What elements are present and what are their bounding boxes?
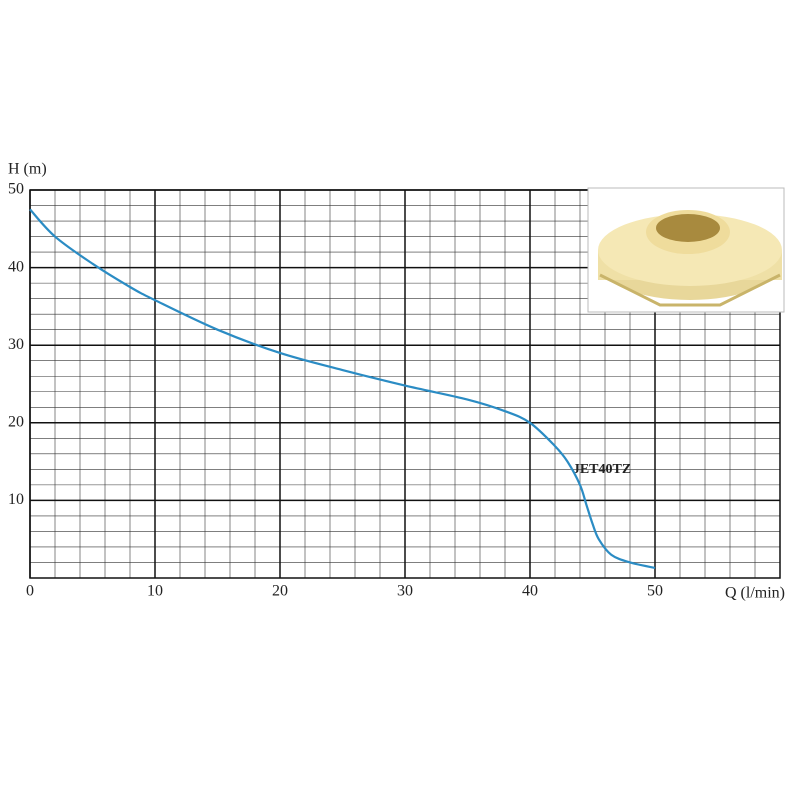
- x-tick-label: 30: [397, 583, 413, 600]
- impeller-photo: [587, 187, 785, 313]
- y-tick-label: 30: [8, 336, 24, 353]
- y-tick-label: 10: [8, 491, 24, 508]
- x-tick-label: 20: [272, 583, 288, 600]
- curve: [29, 208, 656, 569]
- y-tick-label: 40: [8, 258, 24, 275]
- x-tick-label: 40: [522, 583, 538, 600]
- x-tick-label: 0: [26, 583, 34, 600]
- x-tick-label: 10: [147, 583, 163, 600]
- curve-label: JET40TZ: [573, 462, 631, 477]
- y-tick-label: 20: [8, 413, 24, 430]
- y-axis-label: H (m): [8, 161, 47, 178]
- x-axis-label: Q (l/min): [725, 585, 785, 602]
- y-tick-label: 50: [8, 181, 24, 198]
- x-tick-label: 50: [647, 583, 663, 600]
